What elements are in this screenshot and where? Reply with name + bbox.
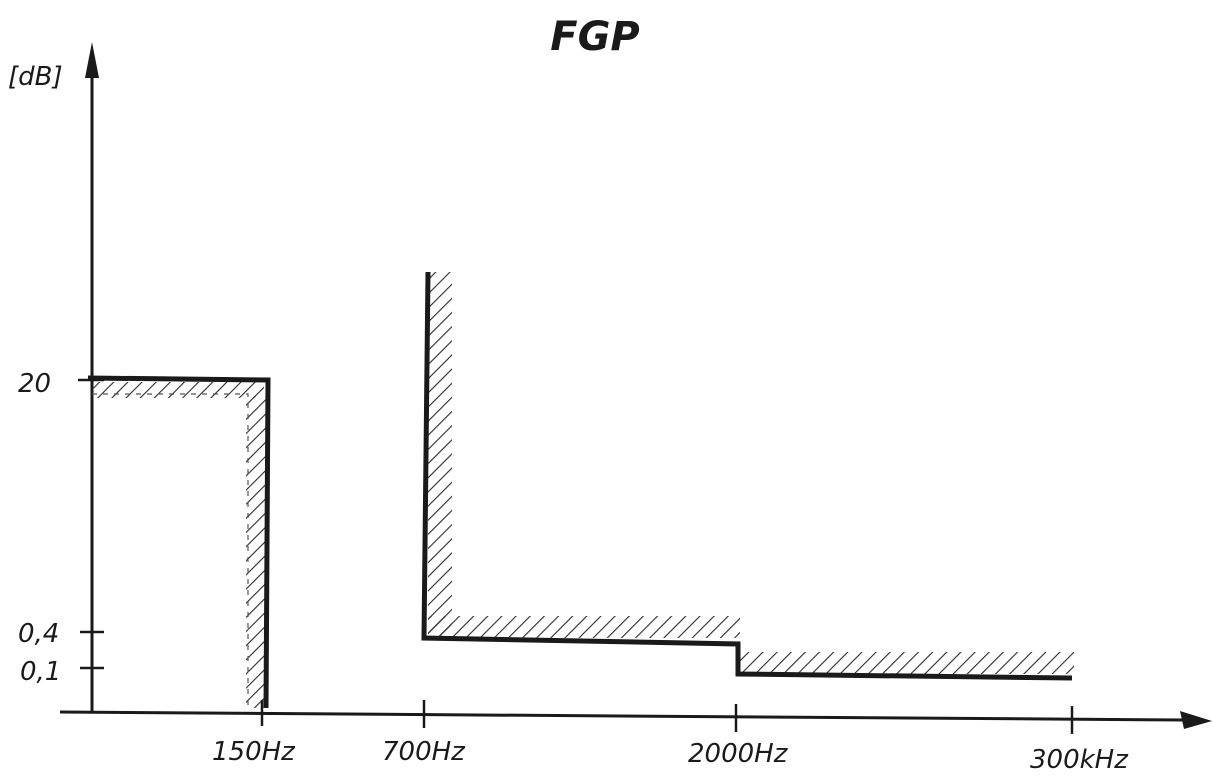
right-step1-hatch [428, 616, 740, 638]
left-boundary-line [87, 375, 271, 709]
y-axis-unit: [dB] [8, 62, 63, 92]
x-tick-label-150hz: 150Hz [212, 737, 296, 767]
left-side-hatch [246, 396, 266, 708]
y-tick-label-0-1: 0,1 [20, 657, 61, 687]
x-tick-label-700hz: 700Hz [382, 737, 466, 767]
y-tick-label-0-4: 0,4 [18, 619, 59, 649]
x-axis [59, 710, 1186, 722]
x-tick-label-300khz: 300kHz [1030, 745, 1129, 775]
diagram-title: FGP [550, 14, 639, 60]
y-axis-arrow [85, 42, 99, 78]
right-boundary-line [421, 271, 1073, 681]
y-tick-label-20: 20 [18, 369, 51, 399]
right-vertical-hatch [428, 272, 452, 636]
left-inner-dashed-boundary [92, 393, 249, 708]
right-step2-hatch [740, 652, 1074, 674]
left-top-hatch [92, 382, 264, 398]
x-tick-label-2000hz: 2000Hz [688, 739, 789, 769]
x-axis-arrow [1180, 711, 1212, 729]
